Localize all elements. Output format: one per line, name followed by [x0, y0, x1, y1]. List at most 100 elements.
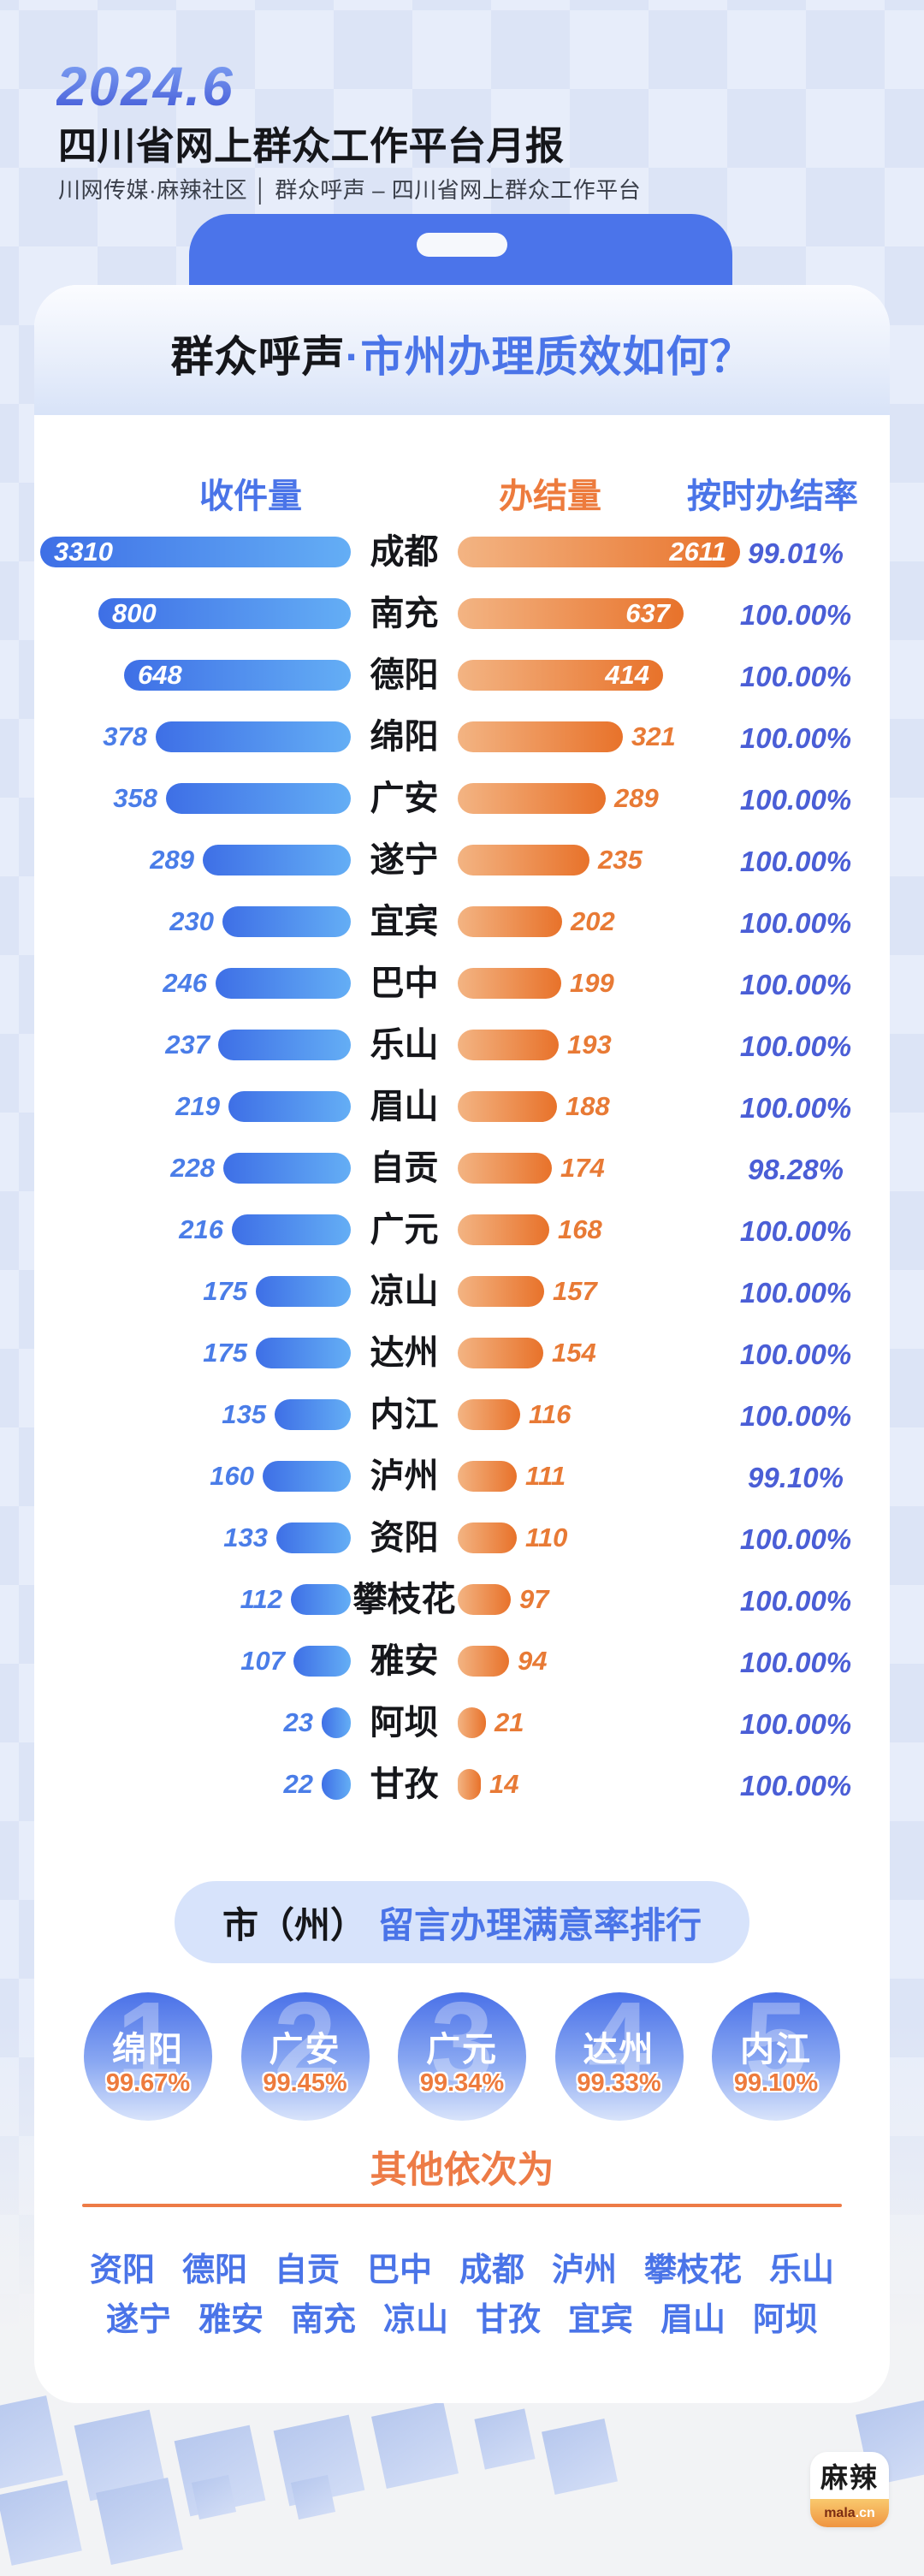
rank-number: 4 — [587, 1992, 651, 2104]
rate-value: 100.00% — [739, 907, 852, 939]
col-header-received: 收件量 — [199, 478, 302, 515]
city-label: 宜宾 — [370, 903, 439, 941]
completed-value: 637 — [625, 598, 670, 628]
city-label: 广安 — [370, 780, 439, 817]
chart-row: 175 达州 154 100.00% — [34, 1322, 890, 1384]
completed-bar — [458, 1399, 520, 1430]
others-list-row-1: 资阳 德阳 自贡 巴中 成都 泸州 攀枝花 乐山 — [34, 2243, 890, 2290]
received-bar-zone: 230 — [40, 906, 351, 937]
chart-row: 216 广元 168 100.00% — [34, 1199, 890, 1261]
received-bar — [322, 1769, 351, 1800]
city-label: 巴中 — [370, 965, 439, 1002]
mala-logo-cn: .cn — [855, 2505, 875, 2520]
completed-bar — [458, 1461, 517, 1492]
completed-bar-zone: 188 — [458, 1091, 817, 1122]
chart-row: 648 德阳 414 100.00% — [34, 644, 890, 706]
completed-bar-zone: 235 — [458, 845, 817, 875]
city-label: 自贡 — [370, 1149, 439, 1187]
rate-value: 100.00% — [739, 1708, 852, 1740]
completed-bar — [458, 1707, 486, 1738]
mala-logo: 麻辣 mala .cn — [810, 2452, 889, 2527]
completed-value: 116 — [529, 1399, 572, 1429]
received-value: 23 — [283, 1707, 313, 1737]
card-title-black: 群众呼声 — [170, 333, 346, 381]
received-bar-zone: 648 — [40, 660, 351, 691]
completed-bar — [458, 1769, 481, 1800]
decor-square — [191, 2474, 237, 2520]
rank-city: 绵阳 — [112, 2031, 184, 2069]
completed-bar-zone: 414 — [458, 660, 817, 691]
received-value: 358 — [113, 783, 157, 813]
completed-bar — [458, 845, 589, 875]
completed-value: 202 — [571, 906, 615, 936]
rate-value: 99.10% — [748, 1462, 844, 1493]
chart-row: 237 乐山 193 100.00% — [34, 1014, 890, 1076]
header-date: 2024.6 — [56, 56, 234, 117]
received-value: 378 — [103, 721, 147, 751]
rate-value: 100.00% — [739, 1092, 852, 1124]
chart-row: 175 凉山 157 100.00% — [34, 1261, 890, 1322]
received-bar-zone: 228 — [40, 1153, 351, 1184]
received-value: 228 — [170, 1153, 215, 1183]
completed-value: 321 — [631, 721, 676, 751]
rate-value: 100.00% — [739, 722, 852, 754]
received-value: 135 — [222, 1399, 266, 1429]
city-label: 眉山 — [370, 1088, 439, 1125]
city-label: 达州 — [370, 1334, 439, 1372]
chart-row: 228 自贡 174 98.28% — [34, 1137, 890, 1199]
received-bar-zone: 289 — [40, 845, 351, 875]
received-value: 22 — [283, 1769, 313, 1799]
received-bar-zone: 246 — [40, 968, 351, 999]
rate-value: 100.00% — [739, 1770, 852, 1801]
completed-value: 2611 — [669, 537, 726, 567]
city-label: 遂宁 — [370, 841, 439, 879]
col-header-rate: 按时办结率 — [687, 478, 858, 515]
received-bar-zone: 107 — [40, 1646, 351, 1677]
chart-row: 112 攀枝花 97 100.00% — [34, 1569, 890, 1630]
completed-bar-zone: 14 — [458, 1769, 817, 1800]
received-bar — [228, 1091, 351, 1122]
decor-square — [95, 2477, 184, 2566]
completed-bar — [458, 1030, 559, 1060]
received-bar — [216, 968, 351, 999]
received-bar — [256, 1276, 351, 1307]
received-bar: 648 — [124, 660, 351, 691]
rank-number: 2 — [273, 1992, 337, 2104]
chart-row: 160 泸州 111 99.10% — [34, 1445, 890, 1507]
received-bar — [263, 1461, 351, 1492]
received-value: 219 — [175, 1091, 220, 1121]
completed-bar-zone: 94 — [458, 1646, 817, 1677]
rank-city: 达州 — [583, 2031, 655, 2069]
others-divider — [82, 2204, 842, 2207]
decor-square — [370, 2401, 459, 2490]
completed-bar-zone: 154 — [458, 1338, 817, 1368]
completed-bar — [458, 1338, 543, 1368]
received-value: 289 — [150, 845, 194, 875]
rank-rate: 99.34% — [419, 2069, 505, 2097]
decor-square — [0, 2480, 82, 2566]
completed-value: 21 — [495, 1707, 524, 1737]
completed-bar-zone: 289 — [458, 783, 817, 814]
completed-value: 97 — [519, 1584, 549, 1614]
received-bar — [322, 1707, 351, 1738]
completed-bar-zone: 637 — [458, 598, 817, 629]
rate-value: 100.00% — [739, 1338, 852, 1370]
chart-row: 107 雅安 94 100.00% — [34, 1630, 890, 1692]
completed-bar — [458, 1153, 552, 1184]
completed-bar-zone: 321 — [458, 721, 817, 752]
city-label: 雅安 — [370, 1642, 439, 1680]
received-bar — [222, 906, 351, 937]
chart-row: 23 阿坝 21 100.00% — [34, 1692, 890, 1754]
received-value: 175 — [203, 1338, 247, 1368]
rank-rate: 99.10% — [733, 2069, 819, 2097]
received-bar-zone: 23 — [40, 1707, 351, 1738]
chart-row: 289 遂宁 235 100.00% — [34, 829, 890, 891]
rate-value: 100.00% — [739, 661, 852, 692]
decor-square — [290, 2474, 336, 2520]
card-title-blue: ·市州办理质效如何？ — [345, 333, 754, 381]
ranking-title-black: 市（州） — [222, 1904, 366, 1945]
completed-bar — [458, 1091, 557, 1122]
city-label: 南充 — [370, 595, 439, 632]
rate-value: 100.00% — [739, 1030, 852, 1062]
completed-value: 193 — [567, 1030, 612, 1059]
